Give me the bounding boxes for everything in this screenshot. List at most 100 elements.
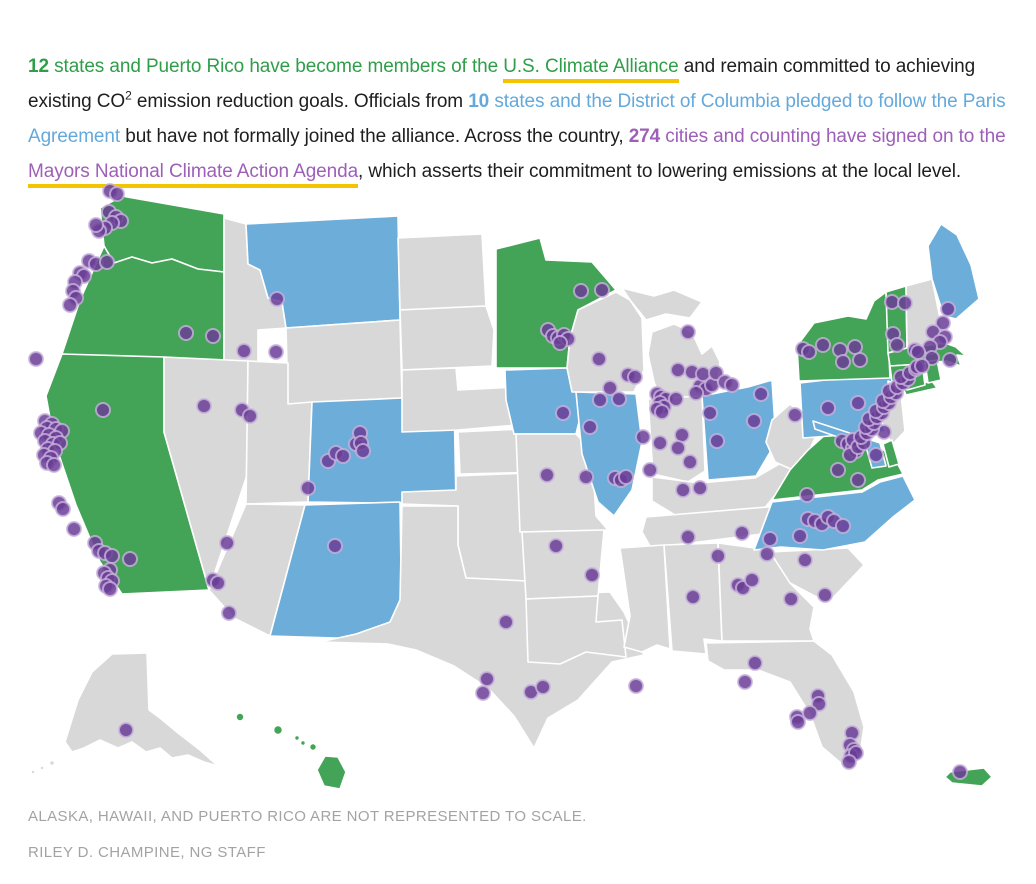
city-dot (219, 535, 235, 551)
state-north-dakota (397, 233, 487, 311)
city-dot (205, 328, 221, 344)
city-dot (618, 469, 634, 485)
city-dot (783, 591, 799, 607)
city-dot (62, 297, 78, 313)
city-dot (552, 335, 568, 351)
city-dot (674, 427, 690, 443)
city-dot (847, 339, 863, 355)
city-dot (746, 413, 762, 429)
state-maryland (812, 420, 887, 469)
state-south-carolina (769, 547, 865, 604)
scale-note: ALASKA, HAWAII, AND PUERTO RICO ARE NOT … (28, 808, 587, 825)
city-dot (335, 448, 351, 464)
us-map (28, 183, 993, 790)
city-dot (680, 529, 696, 545)
city-dot (95, 402, 111, 418)
city-dot (820, 400, 836, 416)
city-dot (46, 457, 62, 473)
state-south-dakota (399, 305, 495, 371)
city-dot (889, 337, 905, 353)
pledged-text: states and the District of Columbia pled… (28, 91, 1006, 147)
state-texas (319, 505, 645, 749)
city-dot (627, 369, 643, 385)
city-dot (539, 467, 555, 483)
city-dot (910, 344, 926, 360)
city-dot (884, 294, 900, 310)
mayors-agenda-link[interactable]: Mayors National Climate Action Agenda (28, 161, 358, 188)
cities-text: cities and counting have signed on to th… (660, 126, 1006, 147)
city-dot (670, 362, 686, 378)
city-dot (592, 392, 608, 408)
city-dot (242, 408, 258, 424)
city-dot (88, 217, 104, 233)
city-dot (584, 567, 600, 583)
city-dot (835, 354, 851, 370)
city-dot (792, 528, 808, 544)
city-dot (642, 462, 658, 478)
city-dot (790, 714, 806, 730)
intro-paragraph: 12 states and Puerto Rico have become me… (28, 49, 1012, 189)
city-dot (591, 351, 607, 367)
city-dot (300, 480, 316, 496)
city-dot (652, 435, 668, 451)
city-dot (475, 685, 491, 701)
city-dot (628, 678, 644, 694)
city-dot (797, 552, 813, 568)
city-dot (815, 337, 831, 353)
state-wyoming (285, 319, 403, 405)
city-dot (355, 443, 371, 459)
city-dot (685, 589, 701, 605)
city-dot (178, 325, 194, 341)
city-dot (835, 518, 851, 534)
state-louisiana (525, 595, 627, 665)
city-dot (802, 705, 818, 721)
city-dot (66, 521, 82, 537)
states (30, 195, 993, 790)
state-nevada (163, 356, 249, 591)
city-dot (102, 581, 118, 597)
city-dot (555, 405, 571, 421)
city-dot (55, 501, 71, 517)
city-dot (196, 398, 212, 414)
pledged-state-count: 10 (468, 91, 490, 112)
city-dot (210, 575, 226, 591)
after-alliance-text: and remain committed to achieving existi… (28, 56, 976, 112)
city-dot (670, 440, 686, 456)
city-dot (582, 419, 598, 435)
alaska-aleutian-island (48, 759, 56, 767)
city-dots (28, 183, 968, 780)
city-dot (799, 487, 815, 503)
co2-superscript: 2 (125, 88, 132, 103)
city-dot (682, 454, 698, 470)
city-dot (841, 754, 857, 770)
hawaii-island (293, 734, 301, 742)
city-dot (578, 469, 594, 485)
hawaii-big-island (316, 755, 347, 790)
city-dot (801, 344, 817, 360)
city-dot (668, 391, 684, 407)
city-dot (688, 385, 704, 401)
city-dot (535, 679, 551, 695)
city-dot (654, 404, 670, 420)
state-mississippi (619, 544, 671, 653)
city-dot (236, 343, 252, 359)
city-dot (709, 433, 725, 449)
city-dot (852, 352, 868, 368)
climate-alliance-link[interactable]: U.S. Climate Alliance (503, 56, 679, 83)
city-dot (99, 254, 115, 270)
state-wisconsin (566, 291, 645, 393)
city-dot (221, 605, 237, 621)
state-michigan-up (621, 287, 703, 321)
city-dot (327, 538, 343, 554)
state-delaware (882, 439, 900, 468)
hawaii-island (308, 742, 318, 752)
city-dot (952, 764, 968, 780)
city-dot (940, 301, 956, 317)
state-alaska (64, 652, 219, 767)
city-dot (897, 295, 913, 311)
member-state-count: 12 (28, 56, 49, 77)
puerto-rico (944, 767, 993, 787)
city-dot (498, 614, 514, 630)
alaska-aleutian-island (30, 769, 36, 775)
